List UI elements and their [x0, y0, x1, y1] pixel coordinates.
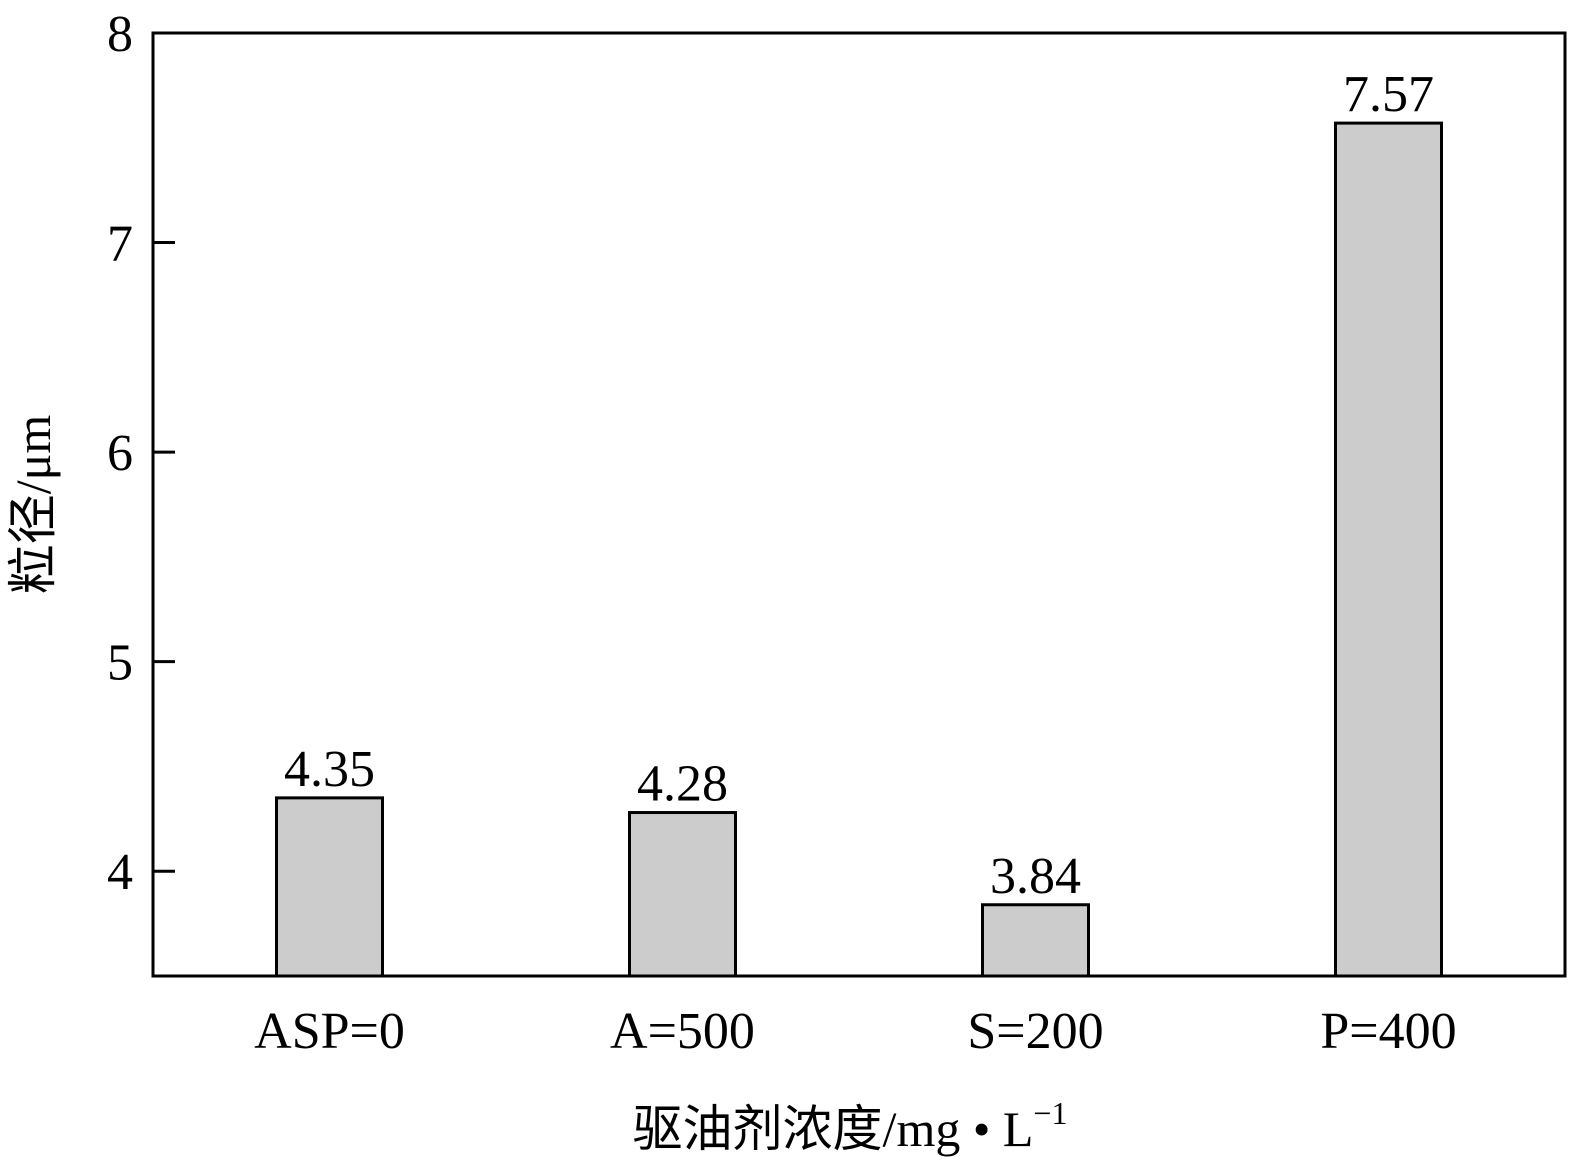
y-tick-label-3: 7: [107, 216, 133, 273]
y-tick-label-1: 5: [107, 635, 133, 692]
x-axis-title-superscript: −1: [1033, 1095, 1067, 1131]
labels-layer: 4.35 ASP=0 4.28 A=500 3.84 S=200 7.57 P=400: [254, 66, 1456, 1060]
bar-2: [981, 903, 1090, 978]
x-tick-label-3: P=400: [1320, 1003, 1456, 1060]
bars-layer: [275, 121, 1443, 978]
data-label-1: 4.28: [637, 756, 728, 813]
data-label-3: 7.57: [1343, 66, 1434, 123]
y-axis-title: 粒径/μm: [5, 415, 61, 595]
bar-3: [1334, 121, 1443, 978]
x-tick-label-0: ASP=0: [254, 1003, 405, 1060]
data-label-0: 4.35: [284, 741, 375, 798]
y-tick-label-0: 4: [107, 844, 133, 901]
data-label-2: 3.84: [990, 848, 1081, 905]
y-tick-label-2: 6: [107, 425, 133, 482]
bar-0: [275, 796, 384, 978]
y-tick-label-4: 8: [107, 6, 133, 63]
y-ticks-layer: 4 5 6 7 8: [107, 6, 175, 901]
plot-frame: [151, 31, 1567, 978]
x-axis-title: 驱油剂浓度/mg • L−1: [633, 1095, 1068, 1157]
bar-1: [628, 811, 737, 978]
x-axis-title-main: 驱油剂浓度/mg • L: [633, 1101, 1034, 1157]
x-tick-label-1: A=500: [610, 1003, 755, 1060]
x-tick-label-2: S=200: [967, 1003, 1103, 1060]
